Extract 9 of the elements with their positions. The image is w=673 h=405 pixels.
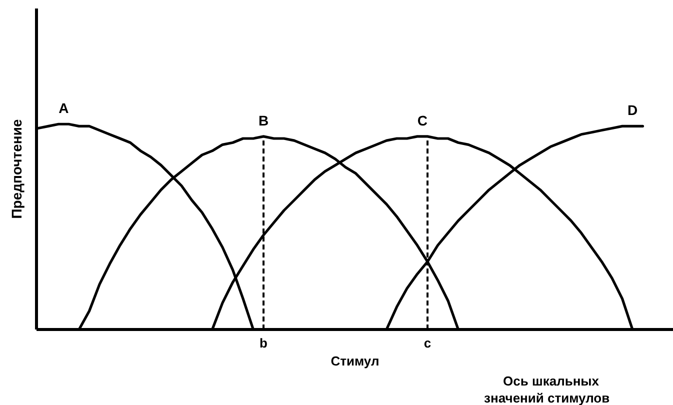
series-label: C xyxy=(417,112,428,128)
x-axis-title: Стимул xyxy=(330,354,380,368)
text: Ось шкальных значений стимулов xyxy=(484,374,610,405)
x-tick-label: c xyxy=(424,336,432,350)
x-tick-label: b xyxy=(260,336,268,350)
series-label: A xyxy=(58,100,69,116)
series-label: D xyxy=(627,102,638,118)
y-axis-title: Предпочтение xyxy=(8,119,24,219)
series-label: B xyxy=(258,112,269,128)
